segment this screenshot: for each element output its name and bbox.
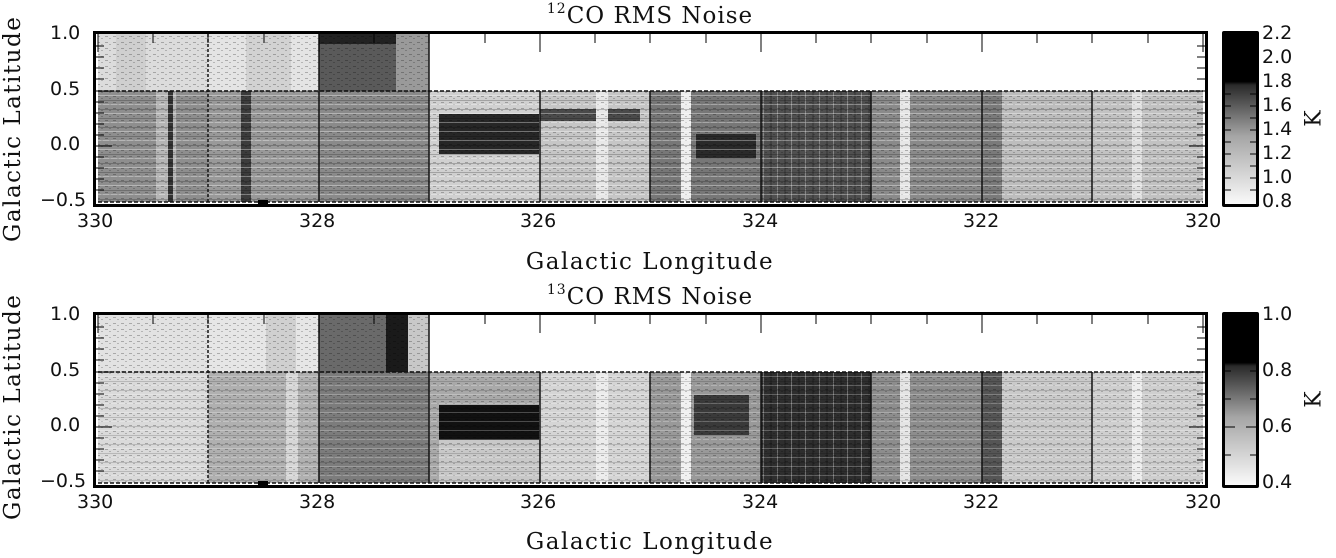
panel-1-colorbar bbox=[1222, 31, 1259, 207]
panel-1-heatmap bbox=[93, 31, 1208, 207]
colorbar-tick-label: 1.6 bbox=[1262, 94, 1293, 116]
ytick-label: 0.5 bbox=[50, 78, 81, 100]
xtick-label: 326 bbox=[520, 210, 557, 232]
xtick-label: 320 bbox=[1185, 491, 1222, 513]
xtick-label: 328 bbox=[299, 210, 336, 232]
colorbar-tick-label: 0.8 bbox=[1262, 359, 1293, 381]
panel-1-colorbar-gradient bbox=[1225, 34, 1256, 204]
colorbar-tick-label: 1.4 bbox=[1262, 118, 1293, 140]
ytick-label: 1.0 bbox=[50, 22, 81, 44]
colorbar-tick-label: 0.4 bbox=[1262, 471, 1293, 493]
xtick-label: 326 bbox=[520, 491, 557, 513]
colorbar-tick-label: 2.0 bbox=[1262, 46, 1293, 68]
panel-2-xlabel: Galactic Longitude bbox=[525, 529, 775, 555]
panel-1-title-text: CO RMS Noise bbox=[566, 3, 754, 29]
xtick-label: 324 bbox=[742, 210, 779, 232]
colorbar-tick-label: 1.0 bbox=[1262, 166, 1293, 188]
colorbar-tick-label: 1.0 bbox=[1262, 303, 1293, 325]
colorbar-tick-label: 0.6 bbox=[1262, 415, 1293, 437]
panel-1-xlabel: Galactic Longitude bbox=[525, 249, 775, 275]
panel-2-heatmap-image bbox=[96, 315, 1205, 485]
ytick-label: −0.5 bbox=[40, 189, 87, 211]
xtick-label: 320 bbox=[1185, 210, 1222, 232]
panel-1-ylabel: Galactic Latitude bbox=[0, 15, 26, 242]
panel-2-colorbar bbox=[1222, 312, 1259, 488]
ytick-label: 1.0 bbox=[50, 303, 81, 325]
panel-2-title: 13CO RMS Noise bbox=[450, 282, 850, 310]
xtick-label: 322 bbox=[963, 210, 1000, 232]
colorbar-tick-label: 1.2 bbox=[1262, 142, 1293, 164]
panel-1-title: 12CO RMS Noise bbox=[450, 1, 850, 29]
panel-2-title-text: CO RMS Noise bbox=[566, 284, 754, 310]
xtick-label: 322 bbox=[963, 491, 1000, 513]
colorbar-tick-label: 1.8 bbox=[1262, 70, 1293, 92]
ytick-label: −0.5 bbox=[40, 470, 87, 492]
isotope-superscript: 12 bbox=[546, 1, 567, 17]
panel-1-heatmap-image bbox=[96, 34, 1205, 204]
colorbar-unit-label: K bbox=[1301, 110, 1327, 127]
colorbar-tick-label: 2.2 bbox=[1262, 22, 1293, 44]
panel-2-ylabel: Galactic Latitude bbox=[0, 293, 26, 520]
xtick-label: 330 bbox=[77, 491, 114, 513]
ytick-label: 0.0 bbox=[50, 414, 81, 436]
panel-2-heatmap bbox=[93, 312, 1208, 488]
xtick-label: 324 bbox=[742, 491, 779, 513]
ytick-label: 0.5 bbox=[50, 359, 81, 381]
colorbar-unit-label: K bbox=[1301, 391, 1327, 408]
ytick-label: 0.0 bbox=[50, 133, 81, 155]
xtick-label: 330 bbox=[77, 210, 114, 232]
colorbar-tick-label: 0.8 bbox=[1262, 190, 1293, 212]
isotope-superscript: 13 bbox=[546, 282, 567, 298]
xtick-label: 328 bbox=[299, 491, 336, 513]
panel-2-colorbar-gradient bbox=[1225, 315, 1256, 485]
